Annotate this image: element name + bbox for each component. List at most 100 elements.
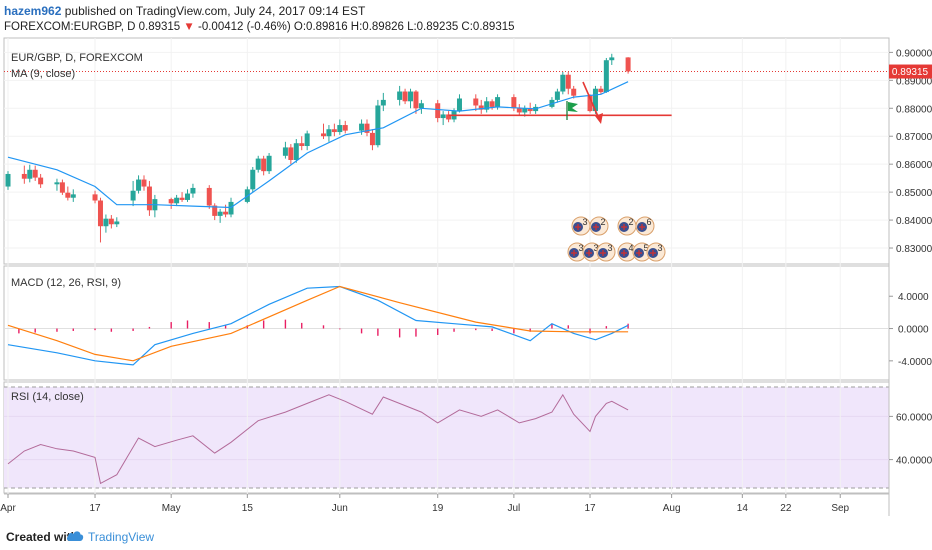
event-badge-count: 2 (600, 217, 605, 227)
candle-body (266, 155, 272, 172)
event-badge[interactable]: 2 (617, 216, 637, 236)
candle-body (59, 182, 65, 193)
price-tick-label: 0.88000 (896, 104, 932, 115)
price-pane-label: EUR/GBP, D, FOREXCOM (11, 52, 143, 64)
candle-body (114, 221, 120, 225)
flag-icon[interactable] (566, 101, 578, 120)
candle-body (206, 187, 212, 206)
candle-body (511, 97, 517, 109)
candle-body (223, 211, 229, 215)
author-link[interactable]: hazem962 (4, 4, 62, 18)
candle-body (179, 197, 185, 200)
event-badge[interactable]: 3 (571, 216, 591, 236)
candle-body (136, 179, 142, 191)
tradingview-brand[interactable]: TradingView (88, 530, 155, 544)
macd-pane-label: MACD (12, 26, RSI, 9) (11, 277, 121, 289)
candle-body (185, 193, 191, 200)
tradingview-cloud-icon (66, 531, 84, 541)
event-badge[interactable]: 4 (617, 242, 637, 262)
ohlc-values: O:0.89816 H:0.89826 L:0.89235 C:0.89315 (293, 21, 515, 33)
candle-body (250, 169, 256, 190)
event-badge-count: 6 (646, 217, 651, 227)
candle-body (228, 201, 234, 215)
event-badge-count: 5 (643, 243, 648, 253)
candle-body (456, 98, 462, 112)
candle-body (92, 194, 98, 201)
candle-body (402, 91, 408, 102)
price-tick-label: 0.84000 (896, 216, 932, 227)
candle-body (598, 88, 604, 93)
candle-body (380, 99, 386, 106)
candle-body (293, 143, 299, 160)
time-tick-label: 19 (432, 503, 444, 514)
candle-body (364, 123, 370, 133)
event-badge-count: 3 (607, 243, 612, 253)
candle-body (495, 97, 501, 107)
rsi-tick-label: 60.0000 (896, 412, 932, 423)
candle-body (473, 98, 479, 106)
signal-line (7, 285, 629, 362)
candle-body (571, 88, 577, 96)
candle-body (397, 91, 403, 100)
candle-body (342, 125, 348, 131)
event-badge[interactable]: 3 (567, 242, 587, 262)
candle-body (326, 129, 332, 137)
candle-body (603, 60, 609, 93)
candle-body (435, 103, 441, 119)
candle-body (130, 190, 136, 201)
time-tick-label: 22 (780, 503, 792, 514)
event-badge-count: 3 (582, 217, 587, 227)
candle-body (565, 74, 571, 89)
price-y-axis: 0.90000 0.89000 0.88000 0.87000 0.86000 0.850… (889, 48, 932, 255)
ma-line (7, 81, 629, 209)
event-badge-count: 4 (628, 243, 633, 253)
candle-body (331, 129, 337, 133)
macd-tick-label: 4.0000 (898, 292, 929, 303)
rsi-tick-label: 40.0000 (896, 456, 932, 467)
event-badge[interactable]: 6 (635, 216, 655, 236)
candle-body (288, 147, 294, 160)
event-badge-count: 3 (578, 243, 583, 253)
candle-body (375, 105, 381, 146)
time-tick-label: Aug (663, 503, 681, 514)
event-badge[interactable]: 2 (589, 216, 609, 236)
symbol-line: FOREXCOM:EURGBP, D 0.89315 ▼ -0.00412 (-… (4, 21, 515, 33)
candle-body (261, 158, 267, 172)
time-tick-label: 17 (584, 503, 596, 514)
price-pane[interactable] (3, 37, 890, 265)
economic-events[interactable]: 3 2 2 63 3 3 4 5 3 (567, 216, 666, 262)
candle-body (369, 132, 375, 146)
time-tick-label: Apr (0, 503, 16, 514)
candle-body (255, 158, 261, 170)
rsi-y-axis: 60.0000 40.0000 (889, 412, 932, 467)
publish-line: hazem962 published on TradingView.com, J… (4, 4, 365, 18)
down-arrow-icon: ▼ (183, 21, 195, 33)
price-tick-label: 0.83000 (896, 244, 932, 255)
price-tick-label: 0.90000 (896, 48, 932, 59)
candle-body (592, 88, 598, 112)
candle-body (478, 105, 484, 110)
time-tick-label: 14 (737, 503, 749, 514)
event-badge[interactable]: 5 (632, 242, 652, 262)
price-tick-label: 0.87000 (896, 132, 932, 143)
candle-body (516, 108, 522, 113)
event-badge[interactable]: 3 (596, 242, 616, 262)
event-badge[interactable]: 3 (646, 242, 666, 262)
candle-body (489, 101, 495, 107)
candle-body (337, 125, 343, 133)
candle-body (522, 108, 528, 113)
price-tick-label: 0.86000 (896, 160, 932, 171)
candle-body (103, 218, 109, 227)
candle-body (560, 74, 566, 92)
candle-body (168, 199, 174, 204)
last-price: 0.89315 (138, 21, 181, 33)
candle-body (625, 57, 631, 72)
symbol-label: FOREXCOM:EURGBP, D (4, 21, 136, 33)
candles-layer (5, 53, 631, 243)
candle-body (320, 133, 326, 137)
event-badge-count: 3 (657, 243, 662, 253)
candle-body (484, 101, 490, 110)
candle-body (97, 200, 103, 227)
candle-body (70, 194, 76, 198)
